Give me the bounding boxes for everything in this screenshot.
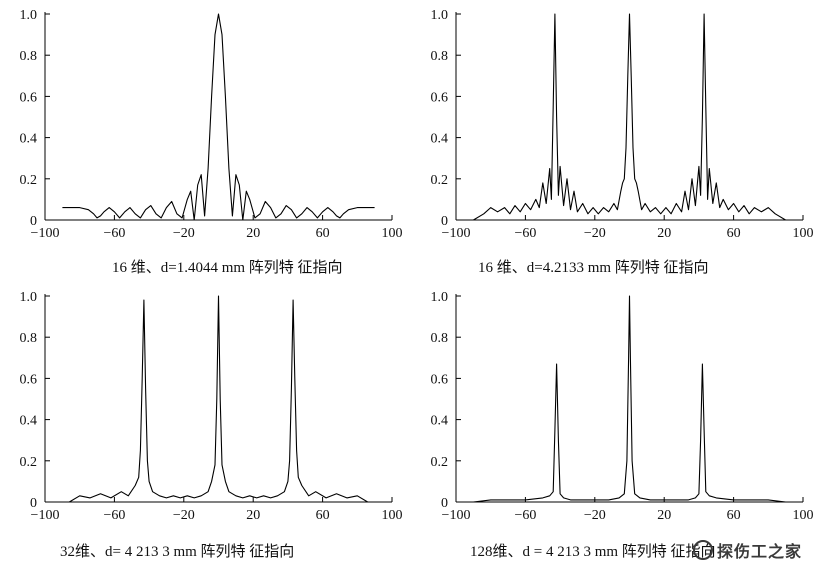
x-tick-label: −100: [31, 226, 60, 241]
x-tick-label: −20: [584, 508, 606, 523]
y-tick-label: 0.2: [431, 173, 449, 188]
series-line: [473, 13, 786, 221]
watermark: 探伤工之家: [692, 538, 802, 562]
x-tick-label: −100: [442, 226, 471, 241]
y-tick-label: 0.8: [431, 49, 449, 64]
y-tick-label: 0.2: [431, 455, 449, 470]
y-tick-label: 0.6: [431, 90, 449, 105]
y-tick-label: 1.0: [431, 8, 449, 23]
y-tick-label: 0: [441, 496, 448, 511]
x-tick-label: 60: [727, 226, 741, 241]
y-tick-label: 1.0: [431, 290, 449, 305]
chart-panel-3: −100 −60 −20 20 60 100 0 0.2 0.4 0.6 0.8 1.0: [20, 290, 403, 523]
x-tick-label: −20: [173, 226, 195, 241]
x-tick-label: 60: [316, 226, 330, 241]
chart-caption-1: 16 维、d=1.4044 mm 阵列特 征指向: [112, 260, 343, 276]
y-tick-label: 0.2: [20, 455, 38, 470]
y-tick-label: 0.6: [20, 372, 38, 387]
x-tick-label: 100: [793, 226, 814, 241]
y-tick-label: 0.4: [20, 414, 38, 429]
series-line: [62, 13, 375, 221]
x-tick-label: −20: [584, 226, 606, 241]
y-tick-label: 0.8: [20, 49, 38, 64]
y-tick-label: 0.6: [431, 372, 449, 387]
y-tick-label: 0.6: [20, 90, 38, 105]
x-tick-label: 20: [657, 226, 671, 241]
chart-caption-3: 32维、d= 4 213 3 mm 阵列特 征指向: [60, 544, 295, 560]
x-tick-label: −100: [442, 508, 471, 523]
x-tick-label: 20: [246, 226, 260, 241]
y-tick-label: 0: [30, 214, 37, 229]
chart-caption-4: 128维、d = 4 213 3 mm 阵列特 征指向: [470, 544, 716, 560]
x-tick-label: −60: [514, 508, 536, 523]
watermark-logo-icon: [692, 540, 713, 560]
y-tick-label: 0.8: [20, 331, 38, 346]
x-tick-label: 100: [382, 226, 403, 241]
y-tick-label: 0.4: [431, 132, 449, 147]
y-tick-label: 0.4: [431, 414, 449, 429]
x-tick-label: 100: [382, 508, 403, 523]
x-tick-label: −100: [31, 508, 60, 523]
series-line: [69, 295, 368, 503]
y-tick-label: 1.0: [20, 8, 38, 23]
y-tick-label: 0: [30, 496, 37, 511]
chart-panel-1: −100 −60 −20 20 60 100 0 0.2 0.4 0.6 0.8 1.0: [20, 8, 403, 241]
y-tick-label: 0.8: [431, 331, 449, 346]
chart-panel-2: −100 −60 −20 20 60 100 0 0.2 0.4 0.6 0.8 1.0: [431, 8, 814, 241]
x-tick-label: 20: [246, 508, 260, 523]
y-tick-label: 0.2: [20, 173, 38, 188]
x-tick-label: −60: [103, 226, 125, 241]
watermark-text: 探伤工之家: [716, 542, 802, 561]
chart-caption-2: 16 维、d=4.2133 mm 阵列特 征指向: [478, 260, 709, 276]
y-tick-label: 1.0: [20, 290, 38, 305]
chart-panel-4: −100 −60 −20 20 60 100 0 0.2 0.4 0.6 0.8 1.0: [431, 290, 814, 523]
series-line: [473, 295, 786, 503]
x-tick-label: 60: [727, 508, 741, 523]
x-tick-label: 100: [793, 508, 814, 523]
y-tick-label: 0: [441, 214, 448, 229]
y-tick-label: 0.4: [20, 132, 38, 147]
x-tick-label: 60: [316, 508, 330, 523]
x-tick-label: −20: [173, 508, 195, 523]
x-tick-label: −60: [514, 226, 536, 241]
x-tick-label: −60: [103, 508, 125, 523]
x-tick-label: 20: [657, 508, 671, 523]
